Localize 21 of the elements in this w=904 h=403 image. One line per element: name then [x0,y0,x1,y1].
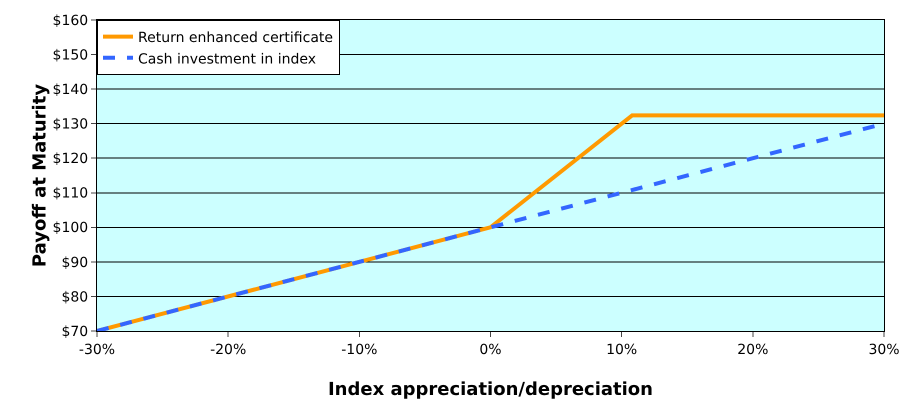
legend-label: Return enhanced certificate [138,30,334,46]
x-tick-label: -20% [210,342,246,358]
y-tick-label: $130 [52,116,88,133]
y-axis-title: Payoff at Maturity [30,84,51,268]
y-tick-label: $110 [52,186,88,202]
legend-label: Cash investment in index [138,51,316,68]
x-tick-label: 0% [479,342,502,358]
x-tick-label: -10% [341,342,378,358]
x-tick-label: 20% [737,342,768,358]
x-axis-title: Index appreciation/depreciation [328,379,654,400]
y-tick-label: $160 [52,12,88,29]
y-tick-label: $140 [52,82,88,98]
x-tick-label: 10% [606,342,638,358]
y-tick-label: $70 [61,324,88,340]
y-tick-label: $90 [61,254,88,271]
y-tick-label: $150 [52,47,88,64]
x-tick-label: 30% [868,342,900,358]
y-tick-label: $120 [52,151,88,168]
y-tick-label: $80 [61,289,88,306]
x-tick-label: -30% [78,342,116,358]
y-tick-label: $100 [52,220,88,236]
